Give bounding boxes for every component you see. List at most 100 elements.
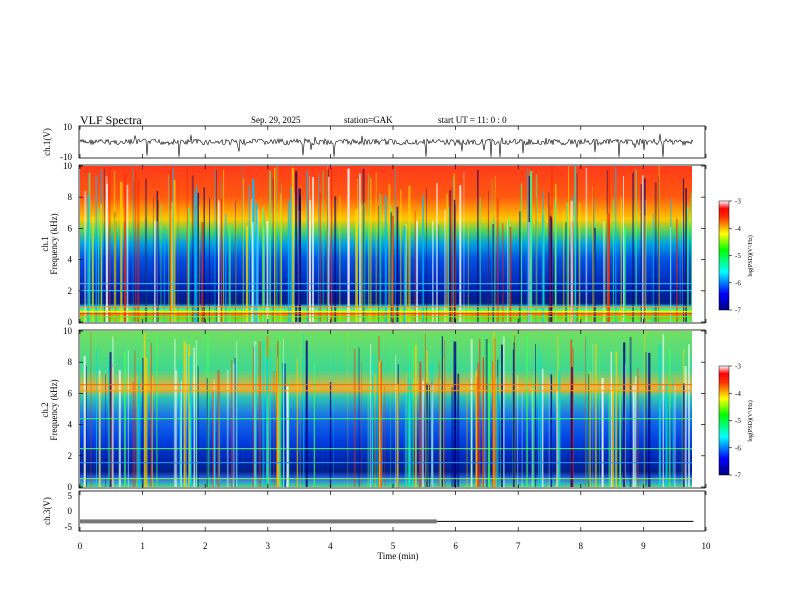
spectrogram-stripe [224,214,227,322]
ch1-spectrogram-panel: 0 2 4 6 8 10 ch.1 Frequency (kHz) [40,161,706,327]
spectrogram-stripe [306,170,309,322]
spectrogram-stripe [528,222,531,322]
spectrogram-stripe [421,336,422,487]
spectrogram-stripe [109,352,112,487]
spectrogram-stripe [223,169,225,322]
figure-title: VLF Spectra [80,113,142,127]
spectrogram-stripe [120,181,123,322]
spectrogram-tone-line [80,311,692,313]
spectrogram-stripe [429,384,430,487]
spectrogram-stripe [450,186,453,322]
spectrogram-stripe [169,170,172,322]
spectrogram-stripe [535,198,537,322]
spectrogram-stripe [98,208,100,322]
ch1-waveform-frame [78,125,706,159]
spectrogram-stripe [578,202,581,322]
spectrogram-stripe [438,361,440,487]
spectrogram-stripe [535,174,538,322]
date-label: Sep. 29, 2025 [251,115,301,125]
spectrogram-stripe [264,214,265,322]
spectrogram-stripe [106,183,108,322]
spectrogram-stripe [452,177,455,322]
spectrogram-stripe [266,357,269,487]
spectrogram-stripe [570,200,573,322]
spectrogram-stripe [95,175,97,322]
colorbar-tick-label: -6 [735,279,741,287]
spectrogram-stripe [276,372,278,487]
spectrogram-stripe [594,343,597,487]
x-axis-ticks: 0 1 2 3 4 5 6 7 8 9 10 [78,126,711,551]
spectrogram-stripe [150,342,152,487]
spectrogram-stripe [326,169,329,322]
spectrogram-stripe [339,195,341,322]
spectrogram-stripe [403,225,406,322]
colorbar-tick-label: -6 [735,444,741,452]
spectrogram-stripe [606,169,608,322]
spectrogram-stripe [179,367,182,487]
spectrogram-stripe [390,212,393,322]
spectrogram-stripe [232,363,235,487]
spectrogram-stripe [502,336,505,487]
spectrogram-stripe [105,374,106,487]
spectrogram-stripe [526,168,529,322]
spectrogram-stripe [502,223,504,322]
spectrogram-stripe [360,204,363,322]
spectrogram-stripe [185,344,187,487]
spectrogram-stripe [262,340,265,487]
x-tick-label: 7 [516,541,521,551]
ch2-colorbar-gradient [718,365,730,476]
spectrogram-stripe [124,352,126,487]
spectrogram-stripe [408,361,410,487]
spectrogram-stripe [92,221,93,322]
spectrogram-stripe [262,207,264,322]
spectrogram-stripe [290,186,292,322]
spectrogram-stripe [363,202,366,322]
spectrogram-stripe [482,357,485,487]
spectrogram-stripe [477,362,479,487]
spectrogram-tone-line [80,316,692,318]
ch2-spectrogram-yticks: 0 2 4 6 8 10 [63,326,705,492]
spectrogram-stripe [333,353,334,487]
spectrogram-stripe [412,342,414,487]
spectrogram-stripe [672,380,675,487]
spectrogram-stripe [491,178,493,322]
spectrogram-stripe [309,199,312,322]
spectrogram-stripe [284,363,286,487]
spectrogram-stripe [286,386,289,487]
spectrogram-stripe [126,184,129,322]
spectrogram-stripe [322,170,324,322]
spectrogram-stripe [186,169,188,322]
spectrogram-stripe [191,175,194,322]
spectrogram-stripe [276,166,278,322]
spectrogram-tone-line [80,313,692,315]
spectrogram-tone-line [80,290,692,292]
ch1-spectrogram-stripes [80,166,692,322]
spectrogram-stripe [518,211,521,322]
station-label: station=GAK [344,115,393,125]
spectrogram-stripe [143,333,146,487]
spectrogram-stripe [494,175,496,322]
spectrogram-stripe [623,176,624,322]
spectrogram-stripe [245,225,249,322]
ch1-colorbar-gradient [718,200,730,311]
spectrogram-stripe [443,357,444,487]
ch2-spectrogram-panel: 0 2 4 6 8 10 ch.2 Frequency (kHz) [40,326,706,492]
spectrogram-stripe [603,221,605,322]
spectrogram-stripe [665,384,668,487]
spectrogram-stripe [644,215,646,322]
ch1-spectrogram-yticks: 0 2 4 6 8 10 [63,161,705,327]
spectrogram-stripe [252,346,255,487]
spectrogram-stripe [521,391,523,487]
x-tick-label: 9 [641,541,646,551]
spectrogram-stripe [171,202,174,322]
spectrogram-stripe [459,185,462,322]
y-tick-label: 2 [68,286,73,296]
spectrogram-stripe [542,190,544,322]
spectrogram-stripe [195,185,198,322]
spectrogram-stripe [604,221,606,322]
spectrogram-stripe [541,214,545,322]
spectrogram-stripe [313,363,315,487]
spectrogram-stripe [318,174,319,322]
spectrogram-stripe [279,193,282,322]
spectrogram-stripe [607,213,610,322]
